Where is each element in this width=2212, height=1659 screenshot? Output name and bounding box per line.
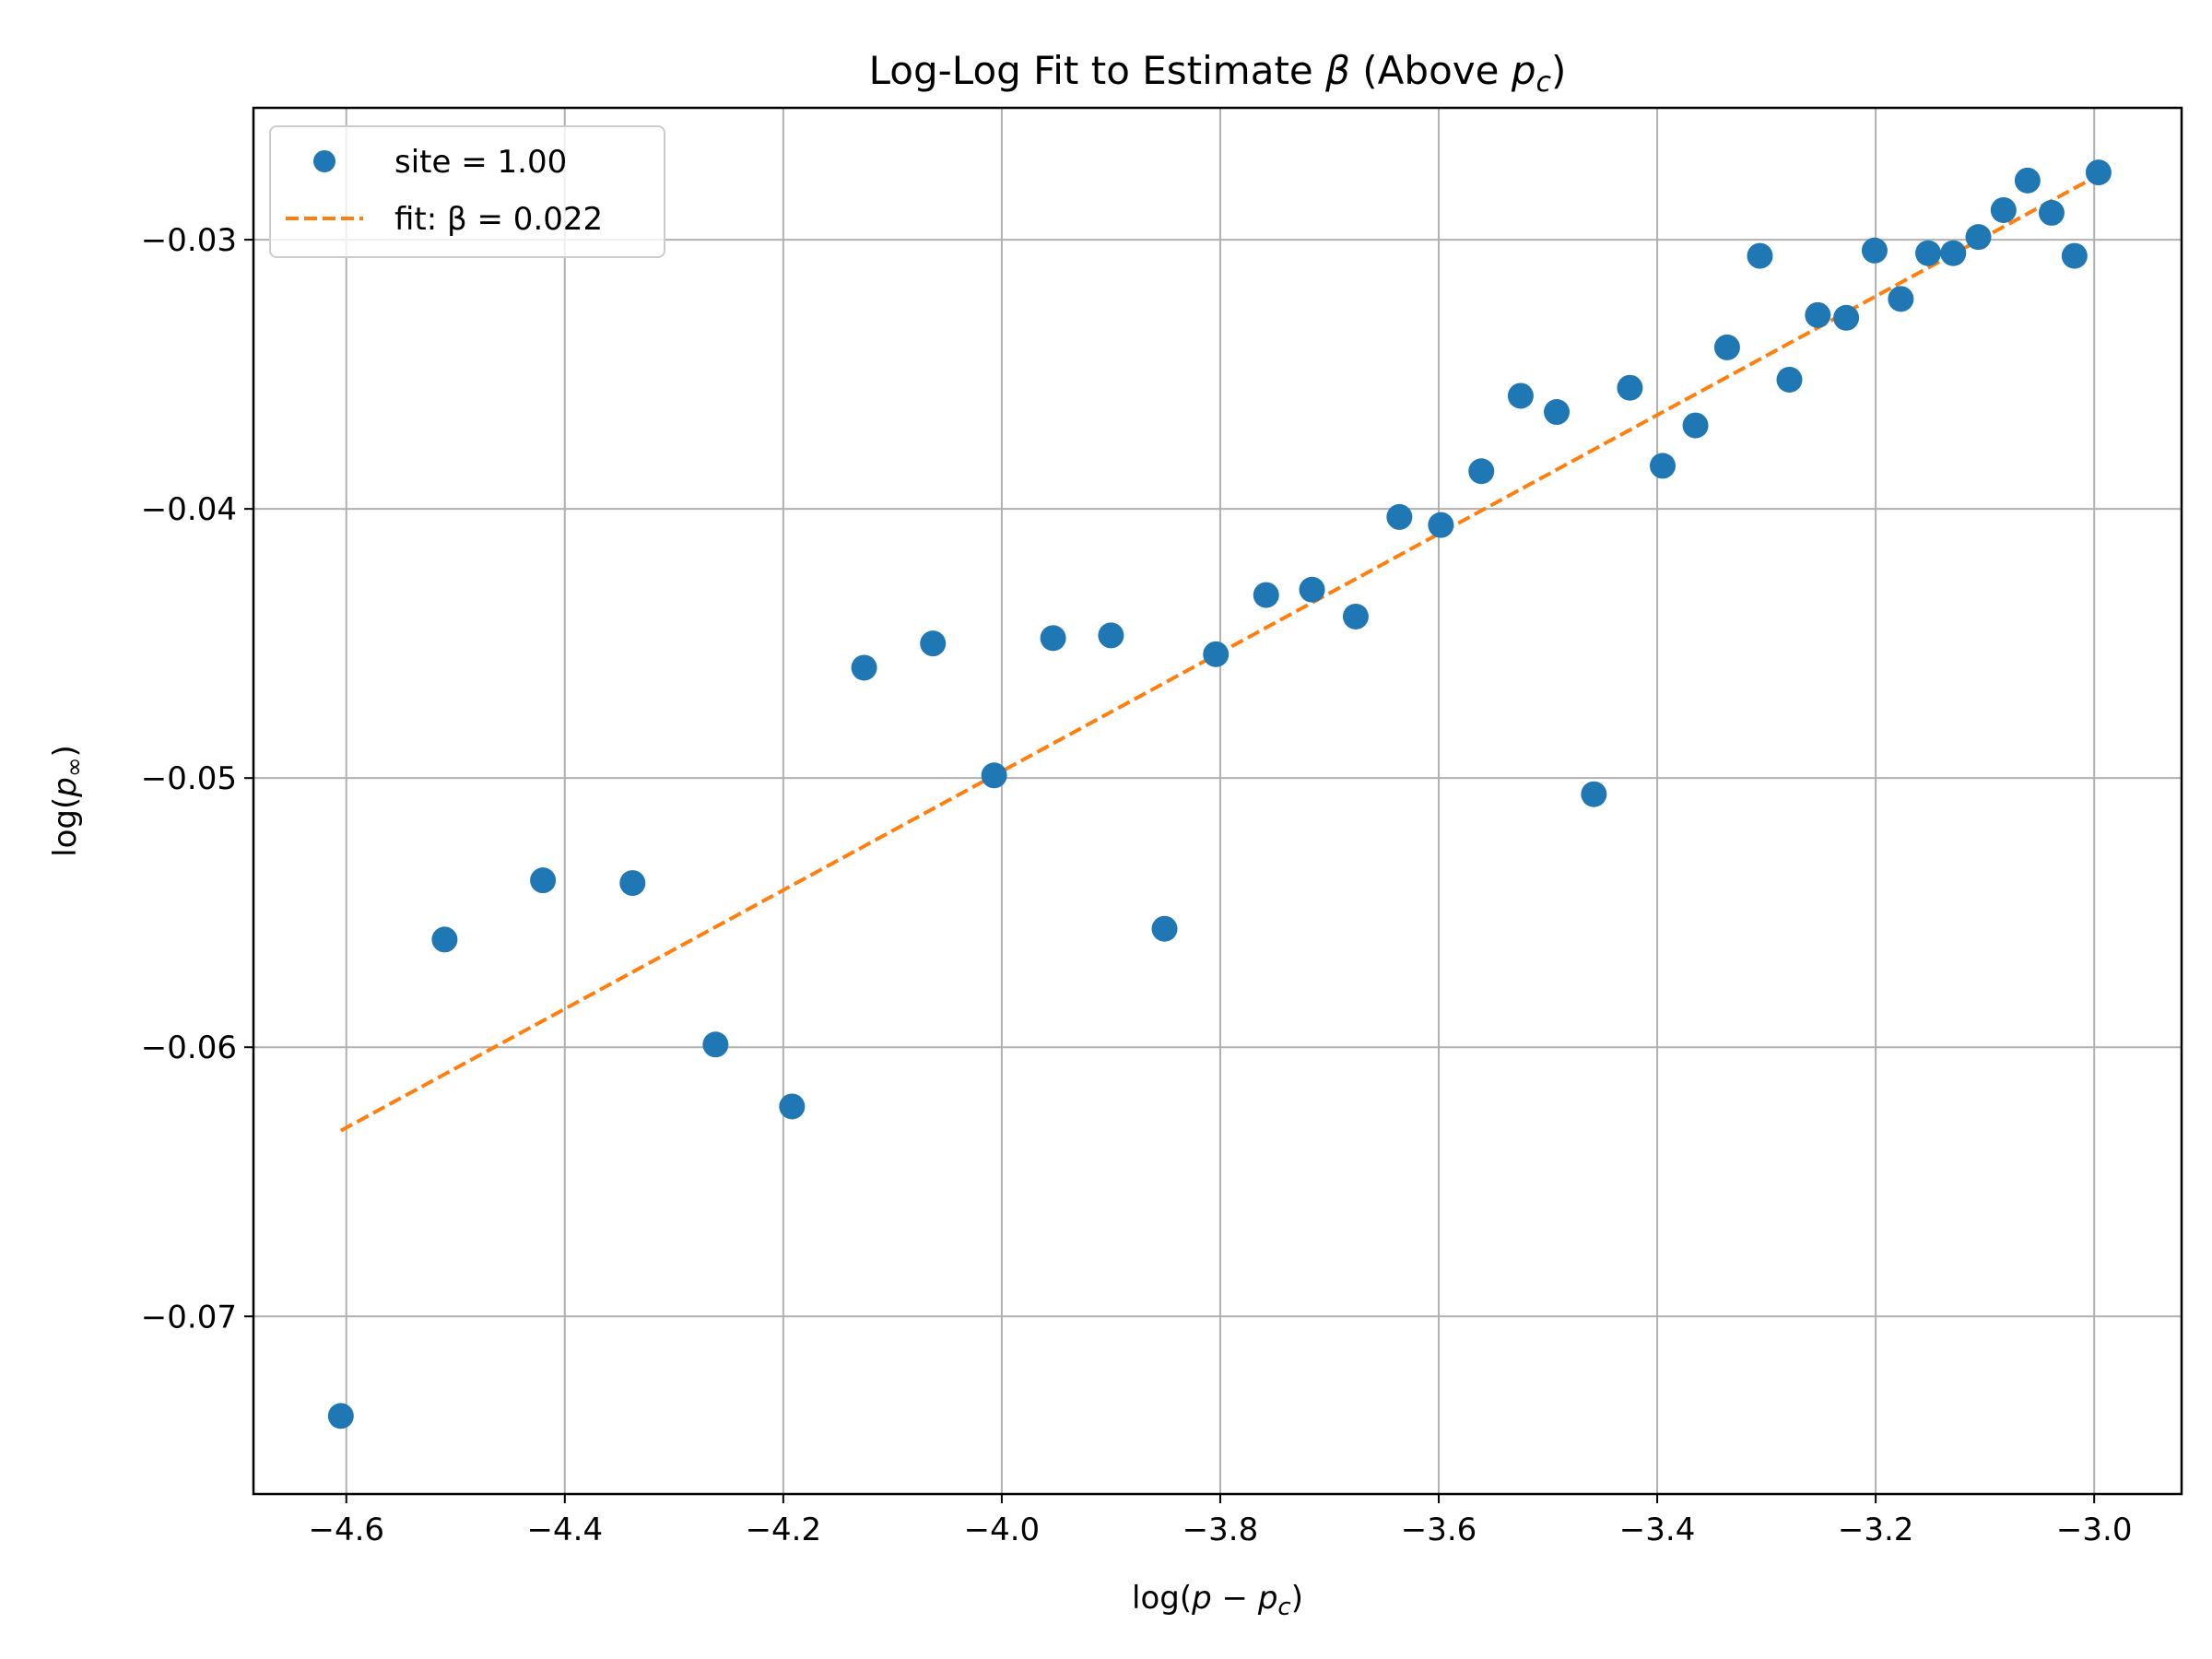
data-point — [1428, 512, 1454, 538]
title-subscript: c — [1535, 66, 1551, 99]
xlabel-minus: − — [1212, 1580, 1258, 1617]
x-tick-label: −4.4 — [527, 1512, 604, 1548]
x-tick-label: −4.0 — [964, 1512, 1041, 1548]
data-point — [981, 762, 1007, 789]
data-point — [1965, 224, 1992, 251]
xlabel-close: ) — [1291, 1580, 1303, 1617]
data-point — [1747, 242, 1773, 269]
y-tick-label: −0.04 — [141, 491, 237, 528]
data-point — [1386, 503, 1413, 530]
data-point — [1253, 582, 1279, 608]
data-point — [1888, 286, 1914, 312]
data-point — [1468, 458, 1495, 485]
title-main: Log-Log Fit to Estimate — [869, 48, 1326, 93]
y-tick-label: −0.03 — [141, 222, 237, 259]
xlabel-main: log( — [1132, 1580, 1192, 1617]
data-point — [2014, 167, 2041, 194]
ylabel-close: ) — [47, 745, 84, 757]
x-axis-label: log(p − pc) — [1132, 1580, 1303, 1621]
data-point — [1299, 576, 1325, 603]
x-tick-label: −3.2 — [1838, 1512, 1914, 1548]
ylabel-subscript: ∞ — [61, 757, 88, 777]
x-tick-label: −3.4 — [1619, 1512, 1696, 1548]
data-point — [1098, 622, 1124, 649]
plot-frame — [252, 106, 2183, 1496]
x-tick-label: −3.0 — [2056, 1512, 2133, 1548]
x-tick-label: −4.6 — [308, 1512, 384, 1548]
data-point — [1581, 781, 1607, 807]
data-point — [1861, 237, 1888, 264]
data-point — [1940, 240, 1967, 266]
data-point — [1805, 301, 1831, 328]
axis-ticks: −4.6 −4.4 −4.2 −4.0 −3.8 −3.6 −3.4 −3.2 −3.0 −0.0… — [141, 222, 2133, 1548]
data-point — [2085, 159, 2112, 186]
data-point — [1833, 304, 1860, 331]
data-point — [1990, 196, 2017, 223]
data-point — [1682, 412, 1709, 439]
x-tick-label: −3.6 — [1401, 1512, 1477, 1548]
legend-marker-site — [313, 150, 335, 172]
y-tick-label: −0.06 — [141, 1030, 237, 1066]
data-point — [1617, 374, 1643, 401]
title-p: p — [1511, 48, 1536, 93]
data-point — [2061, 242, 2088, 269]
title-symbol: β — [1324, 48, 1350, 93]
y-tick-label: −0.07 — [141, 1299, 237, 1335]
ylabel-main: log( — [47, 797, 84, 857]
legend-box — [269, 125, 665, 258]
data-point — [431, 926, 458, 953]
legend-label-fit: fit: β = 0.022 — [394, 201, 603, 238]
data-point — [779, 1093, 806, 1120]
title-paren-open: (Above — [1350, 48, 1512, 93]
data-point — [1203, 641, 1230, 667]
y-axis-label: log(p∞) — [47, 745, 88, 857]
data-point — [1544, 399, 1571, 426]
data-point — [920, 630, 947, 657]
x-tick-label: −3.8 — [1182, 1512, 1259, 1548]
data-point — [702, 1031, 729, 1058]
data-point — [1649, 453, 1676, 479]
x-tick-label: −4.2 — [746, 1512, 822, 1548]
chart-title: Log-Log Fit to Estimate β (Above pc) — [869, 48, 1567, 99]
xlabel-subscript: c — [1277, 1594, 1290, 1621]
data-point — [1776, 366, 1803, 393]
data-point — [619, 870, 646, 897]
legend-label-site: site = 1.00 — [394, 144, 567, 181]
data-point — [851, 654, 877, 681]
data-point — [1151, 915, 1178, 942]
data-point — [327, 1403, 354, 1430]
grid — [253, 108, 2182, 1494]
legend: site = 1.00 fit: β = 0.022 — [269, 125, 665, 258]
data-point — [1713, 334, 1740, 360]
xlabel-p: p — [1191, 1580, 1212, 1617]
y-tick-label: −0.05 — [141, 760, 237, 797]
title-paren-close: ) — [1551, 48, 1566, 93]
data-point — [1915, 240, 1942, 266]
ylabel-p: p — [47, 777, 84, 798]
data-point — [1040, 625, 1066, 652]
xlabel-p2: p — [1257, 1580, 1278, 1617]
data-point — [1507, 382, 1534, 409]
data-point — [1342, 603, 1369, 629]
data-point — [530, 867, 557, 894]
plot-data — [327, 159, 2112, 1430]
data-point — [2038, 199, 2065, 226]
